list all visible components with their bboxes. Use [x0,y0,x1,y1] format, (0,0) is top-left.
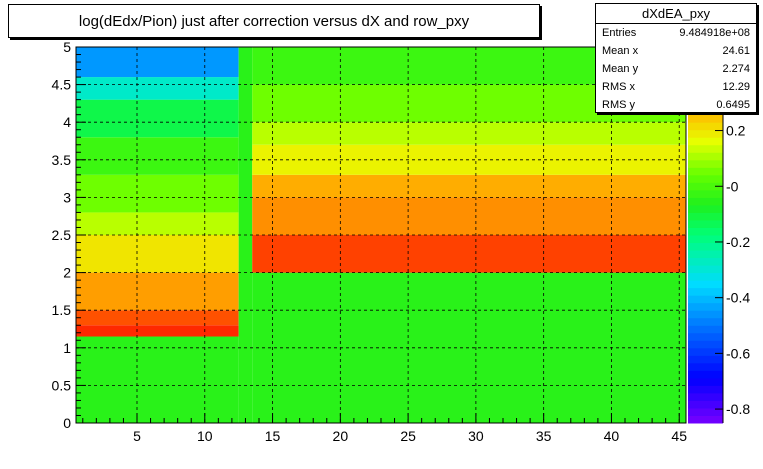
colorbar-tick-label: -0 [726,178,739,194]
heatmap-cell [76,99,239,138]
colorbar-tick-label: -0.8 [726,401,750,417]
axes: 5 10 15 20 25 30 35 40 45 0 0.5 1 1.5 2 2.5 3 3.5 4 4.5 5 [52,39,688,444]
colorbar-segment [688,219,723,228]
colorbar-segment [688,257,723,266]
y-tick-label: 1.5 [52,302,72,318]
y-tick-label: 4.5 [52,77,72,93]
stats-row-entries: Entries 9.484918e+08 [602,27,750,39]
heatmap-cell [76,336,239,423]
colorbar-segment [688,265,723,274]
y-tick-label: 0 [63,415,71,431]
colorbar-segment [688,152,723,161]
colorbar-segment [688,325,723,334]
heatmap-cell [252,235,686,273]
stats-row-rms-x: RMS x 12.29 [602,81,750,93]
colorbar-segment [688,272,723,281]
colorbar-segment [688,287,723,296]
heatmap-cell [76,325,239,337]
colorbar-segment [688,129,723,138]
colorbar-segment [688,407,723,416]
y-tick-label: 5 [63,39,71,55]
stats-row-mean-x: Mean x 24.61 [602,45,750,57]
stats-box: dXdEA_pxy Entries 9.484918e+08 Mean x 24… [595,3,757,113]
colorbar-segment [688,347,723,356]
heatmap-cells [76,47,686,423]
colorbar-segment [688,370,723,379]
colorbar-segment [688,114,723,123]
colorbar-segment [688,235,723,244]
heatmap-cell [252,197,686,235]
stats-name: dXdEA_pxy [596,4,756,24]
colorbar-segment [688,310,723,319]
y-tick-label: 3.5 [52,152,72,168]
x-tick-label: 5 [133,428,141,444]
heatmap-cell [252,122,686,145]
y-tick-label: 2 [63,265,71,281]
colorbar-segment [688,212,723,221]
heatmap-cell [76,77,239,100]
colorbar-tick-label: 0.2 [726,123,746,139]
x-tick-label: 10 [197,428,213,444]
heatmap-cell [76,47,239,78]
heatmap-cell [76,137,239,175]
heatmap-cell [76,212,239,235]
heatmap-cell [252,174,686,198]
y-tick-label: 2.5 [52,227,72,243]
colorbar-segment [688,182,723,191]
colorbar-segment [688,415,723,424]
colorbar-segment [688,242,723,251]
colorbar-segment [688,174,723,183]
x-tick-label: 40 [604,428,620,444]
colorbar-segment [688,137,723,146]
colorbar-segment [688,250,723,259]
y-tick-label: 3 [63,189,71,205]
x-tick-label: 45 [671,428,687,444]
colorbar-tick-label: -0.6 [726,345,750,361]
colorbar-segment [688,144,723,153]
y-tick-label: 1 [63,340,71,356]
colorbar-segment [688,355,723,364]
colorbar-segment [688,392,723,401]
colorbar-segment [688,197,723,206]
colorbar-segment [688,122,723,131]
colorbar-segment [688,167,723,176]
colorbar-segment [688,385,723,394]
colorbar-segment [688,204,723,213]
chart-title: log(dEdx/Pion) just after correction ver… [8,4,540,38]
y-tick-label: 4 [63,114,71,130]
stats-row-rms-y: RMS y 0.6495 [602,99,750,111]
colorbar-segment [688,302,723,311]
colorbar-segment [688,332,723,341]
colorbar-segment [688,189,723,198]
colorbar-segment [688,377,723,386]
x-tick-label: 20 [333,428,349,444]
colorbar-tick-label: -0.4 [726,290,750,306]
x-tick-label: 15 [265,428,281,444]
heatmap-cell [76,310,239,326]
x-tick-label: 25 [400,428,416,444]
heatmap-cell [76,235,239,273]
colorbar-segment [688,227,723,236]
x-tick-label: 35 [536,428,552,444]
colorbar-segment [688,317,723,326]
colorbar-tick-label: -0.2 [726,234,750,250]
x-tick-label: 30 [468,428,484,444]
heatmap-cell [76,272,239,311]
colorbar-segment [688,280,723,289]
colorbar-segment [688,295,723,304]
colorbar-segment [688,362,723,371]
stats-row-mean-y: Mean y 2.274 [602,63,750,75]
colorbar-segment [688,400,723,409]
colorbar-segment [688,159,723,168]
heatmap-cell [76,174,239,213]
y-tick-label: 0.5 [52,377,72,393]
colorbar-segment [688,340,723,349]
